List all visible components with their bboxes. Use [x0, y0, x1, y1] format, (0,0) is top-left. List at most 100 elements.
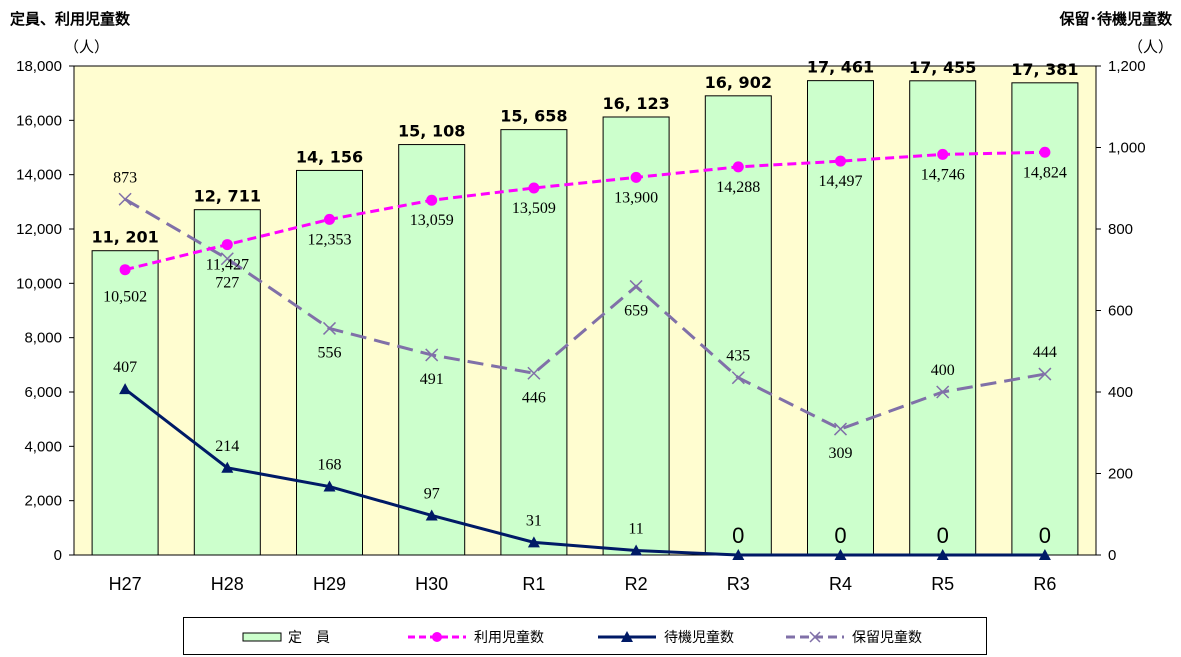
- line-waiting: [124, 387, 1045, 557]
- legend-label-users: 利用児童数: [474, 630, 544, 646]
- right-axis-unit: （人）: [1127, 38, 1173, 56]
- bar-capacity: [704, 95, 772, 556]
- data-label-waiting: 97: [424, 485, 440, 502]
- x-tick-label: H29: [313, 574, 346, 594]
- marker-waiting: [630, 544, 643, 556]
- marker-waiting: [425, 509, 438, 521]
- bar-capacity: [807, 80, 874, 556]
- marker-reserved: [425, 348, 439, 362]
- marker-users: [937, 148, 949, 160]
- data-label-users: 12,353: [308, 231, 352, 248]
- legend-waiting-swatch: [598, 631, 656, 642]
- x-tick-label: H28: [211, 574, 244, 594]
- bar-label-capacity: 17, 461: [807, 58, 874, 77]
- data-label-reserved: 444: [1033, 344, 1057, 361]
- marker-users: [528, 182, 540, 194]
- data-label-users: 11,427: [206, 257, 249, 274]
- right-tick-label: 600: [1108, 303, 1133, 320]
- x-tick-label: H27: [109, 574, 142, 594]
- marker-users: [324, 213, 335, 225]
- marker-waiting: [323, 480, 336, 492]
- legend-label-capacity: 定 員: [288, 630, 330, 646]
- right-tick-label: 1,000: [1108, 140, 1146, 157]
- line-users: [124, 150, 1045, 272]
- legend: 定 員 利用児童数 待機児童数 保留児童数: [183, 617, 987, 655]
- marker-users: [426, 194, 438, 206]
- marker-reserved: [629, 279, 643, 293]
- data-label-waiting: 0: [1039, 523, 1051, 548]
- right-axis-title: 保留･待機児童数: [1059, 10, 1172, 28]
- data-label-waiting: 0: [834, 523, 846, 548]
- line-reserved: [124, 197, 1046, 431]
- combo-chart: 0 2,000 4,000 6,000 8,000 10,000 12,000 14,000 1…: [16, 58, 1146, 594]
- right-tick-label: 1,200: [1108, 58, 1146, 75]
- legend-users-swatch: [408, 632, 466, 642]
- bar-capacity: [1011, 82, 1079, 556]
- legend-item-reserved: 保留児童数: [784, 627, 922, 647]
- marker-reserved: [1038, 367, 1052, 381]
- x-tick-label: R3: [727, 574, 750, 594]
- marker-waiting: [221, 461, 234, 473]
- left-tick-label: 18,000: [16, 58, 62, 75]
- data-label-waiting: 0: [732, 523, 744, 548]
- data-label-users: 14,497: [819, 173, 863, 190]
- bar-label-capacity: 14, 156: [296, 147, 363, 166]
- left-tick-label: 0: [54, 547, 62, 564]
- marker-users: [732, 161, 744, 173]
- data-label-users: 10,502: [103, 289, 147, 306]
- bar-capacity: [296, 169, 363, 556]
- right-tick-label: 0: [1108, 547, 1116, 564]
- data-label-waiting: 214: [215, 438, 239, 455]
- data-label-waiting: 11: [628, 521, 643, 538]
- marker-users: [119, 264, 131, 276]
- bar-label-capacity: 12, 711: [194, 187, 261, 206]
- left-tick-label: 6,000: [24, 384, 62, 401]
- left-tick-label: 14,000: [16, 167, 62, 184]
- bar-label-capacity: 17, 381: [1011, 60, 1078, 79]
- marker-waiting: [834, 549, 847, 560]
- marker-users: [1039, 146, 1051, 158]
- left-axis-title: 定員、利用児童数: [10, 10, 131, 28]
- bar-capacity: [500, 129, 568, 556]
- data-label-users: 14,288: [716, 179, 760, 196]
- data-label-reserved: 435: [726, 348, 750, 365]
- bar-label-capacity: 15, 658: [500, 107, 567, 126]
- left-tick-label: 16,000: [16, 112, 62, 129]
- marker-reserved: [731, 371, 745, 385]
- bar-label-capacity: 11, 201: [91, 228, 158, 247]
- bar-capacity: [193, 209, 261, 556]
- data-label-waiting: 0: [937, 523, 949, 548]
- legend-item-waiting: 待機児童数: [596, 627, 734, 647]
- right-tick-label: 400: [1108, 384, 1133, 401]
- x-tick-label: R2: [625, 574, 648, 594]
- data-label-waiting: 407: [113, 359, 137, 376]
- data-label-reserved: 873: [113, 169, 137, 186]
- left-tick-label: 8,000: [24, 330, 62, 347]
- data-label-waiting: 168: [318, 457, 342, 474]
- data-label-reserved: 659: [624, 302, 648, 319]
- data-label-users: 13,900: [614, 189, 658, 206]
- legend-reserved-swatch: [786, 631, 844, 643]
- right-tick-label: 200: [1108, 466, 1133, 483]
- marker-reserved: [220, 252, 234, 266]
- x-tick-label: R6: [1033, 574, 1056, 594]
- marker-reserved: [527, 366, 541, 380]
- data-label-users: 14,746: [921, 166, 965, 183]
- legend-bar-swatch: [242, 632, 282, 642]
- data-label-reserved: 400: [931, 362, 955, 379]
- bar-label-capacity: 15, 108: [398, 122, 465, 141]
- data-label-users: 14,824: [1023, 164, 1067, 181]
- data-label-reserved: 446: [522, 389, 546, 406]
- x-tick-label: R5: [931, 574, 954, 594]
- bar-label-capacity: 16, 902: [705, 73, 772, 92]
- left-tick-label: 10,000: [16, 275, 62, 292]
- marker-reserved: [833, 422, 848, 436]
- legend-item-users: 利用児童数: [406, 627, 544, 647]
- x-tick-label: H30: [415, 574, 448, 594]
- left-tick-label: 4,000: [24, 438, 62, 455]
- legend-label-reserved: 保留児童数: [852, 630, 922, 646]
- bar-capacity: [602, 116, 670, 556]
- legend-item-capacity: 定 員: [242, 627, 330, 647]
- marker-waiting: [1038, 549, 1051, 560]
- x-tick-label: R4: [829, 574, 852, 594]
